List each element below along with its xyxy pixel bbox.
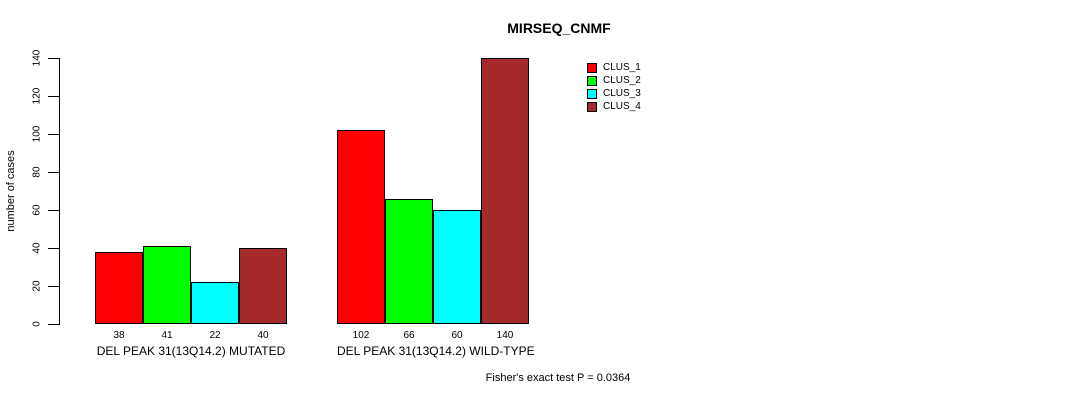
legend-label: CLUS_2 [603,75,641,86]
y-tick-label: 140 [31,49,43,67]
group-label: DEL PEAK 31(13Q14.2) MUTATED [96,344,286,358]
legend-swatch [587,89,597,99]
chart-title: MIRSEQ_CNMF [507,20,611,36]
bar [433,210,481,324]
y-tick-mark [48,248,59,249]
bar-value-label: 140 [496,330,514,341]
bar [191,282,239,324]
footnote-text: Fisher's exact test P = 0.0364 [485,372,631,384]
y-tick-mark [48,134,59,135]
y-tick-mark [48,58,59,59]
legend-swatch [587,102,597,112]
y-tick-mark [48,286,59,287]
legend-label: CLUS_4 [603,101,641,112]
bar [481,58,529,324]
bar [239,248,287,324]
y-tick-label: 100 [31,125,43,143]
bar [95,251,143,324]
y-tick-mark [48,172,59,173]
y-axis-label: number of cases [5,150,17,232]
bar [143,246,191,324]
y-tick-label: 20 [31,280,43,292]
bar-value-label: 60 [451,330,463,341]
y-tick-mark [48,210,59,211]
bar-value-label: 102 [352,330,370,341]
y-tick-label: 60 [31,204,43,216]
bar-value-label: 66 [403,330,415,341]
legend-label: CLUS_3 [603,88,641,99]
legend-label: CLUS_1 [603,62,641,73]
y-tick-mark [48,324,59,325]
legend-swatch [587,76,597,86]
y-tick-label: 0 [31,321,43,327]
bar-value-label: 41 [161,330,173,341]
y-tick-mark [48,96,59,97]
y-tick-label: 80 [31,166,43,178]
bar-value-label: 38 [113,330,125,341]
bar [337,130,385,324]
group-label: DEL PEAK 31(13Q14.2) WILD-TYPE [337,344,535,358]
legend-swatch [587,63,597,73]
y-tick-label: 40 [31,242,43,254]
bar [385,198,433,324]
y-tick-label: 120 [31,87,43,105]
bar-value-label: 40 [257,330,269,341]
bar-value-label: 22 [209,330,221,341]
y-axis-line [59,58,60,325]
